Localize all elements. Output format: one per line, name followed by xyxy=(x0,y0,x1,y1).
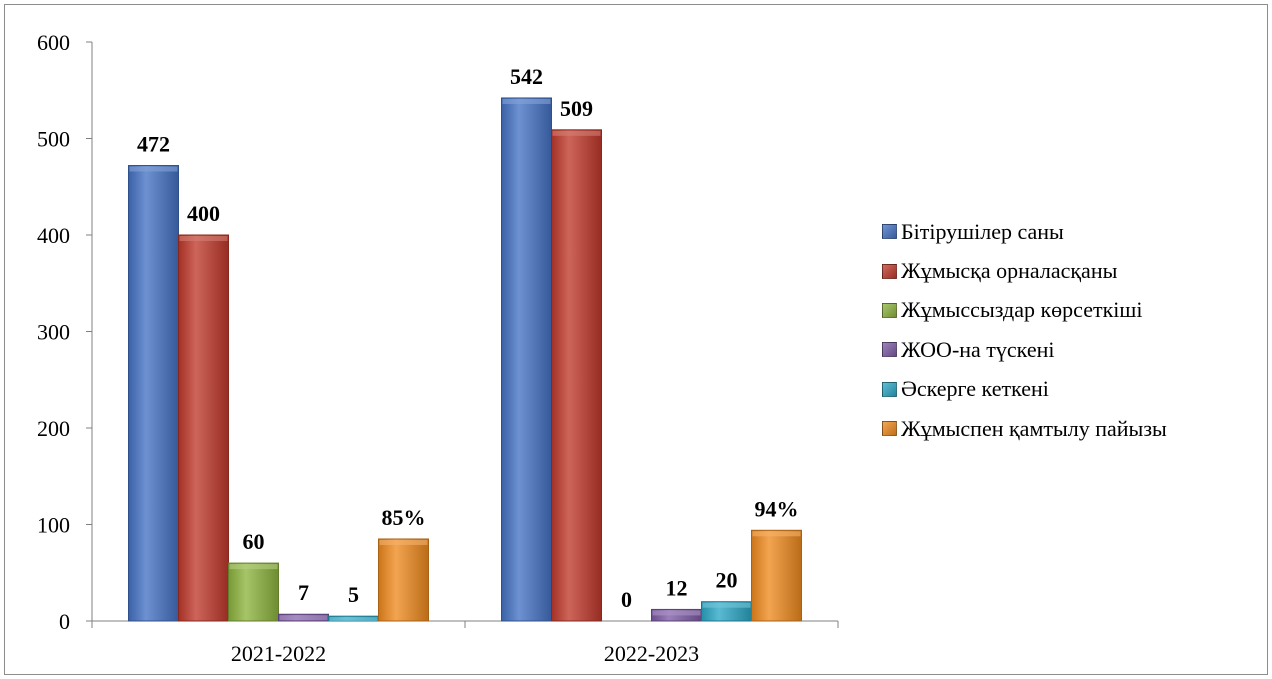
y-tick-label: 500 xyxy=(37,127,70,152)
x-tick-label: 2022-2023 xyxy=(604,641,699,666)
bar-highlight xyxy=(652,610,701,616)
y-tick-label: 0 xyxy=(59,609,70,634)
data-label: 7 xyxy=(298,580,309,605)
bar-highlight xyxy=(702,602,751,608)
y-tick-label: 400 xyxy=(37,223,70,248)
legend-label: Жұмыссыздар көрсеткіші xyxy=(901,297,1143,323)
legend-item: Әскерге кеткені xyxy=(882,370,1167,409)
data-label: 85% xyxy=(382,505,426,530)
legend-label: Жұмыспен қамтылу пайызы xyxy=(901,415,1167,441)
data-label: 94% xyxy=(755,496,799,521)
legend-item: Жұмыспен қамтылу пайызы xyxy=(882,409,1167,448)
legend-swatch xyxy=(882,302,897,318)
bar xyxy=(501,97,552,622)
legend-item: ЖОО-на түскені xyxy=(882,330,1167,369)
data-label: 509 xyxy=(560,96,593,121)
bar-highlight xyxy=(752,531,801,537)
bar xyxy=(128,165,179,622)
y-tick-label: 300 xyxy=(37,320,70,345)
bar xyxy=(751,529,802,622)
data-label: 400 xyxy=(187,201,220,226)
legend-swatch xyxy=(882,224,897,240)
legend-swatch xyxy=(882,381,897,397)
legend-label: Жұмысқа орналасқаны xyxy=(901,258,1118,284)
legend-swatch xyxy=(882,342,897,358)
x-tick-label: 2021-2022 xyxy=(231,641,326,666)
data-label: 0 xyxy=(621,587,632,612)
chart-legend: Бітірушілер саны Жұмысқа орналасқаны Жұмыс… xyxy=(882,212,1167,448)
y-tick-label: 100 xyxy=(37,513,70,538)
bar-highlight xyxy=(552,130,601,136)
bar xyxy=(378,538,429,622)
data-label: 5 xyxy=(348,582,359,607)
legend-label: Бітірушілер саны xyxy=(901,218,1064,244)
legend-item: Жұмысқа орналасқаны xyxy=(882,251,1167,290)
bar-highlight xyxy=(229,564,278,570)
data-label: 12 xyxy=(666,575,688,600)
bar-highlight xyxy=(129,166,178,172)
bar xyxy=(551,129,602,622)
legend-item: Жұмыссыздар көрсеткіші xyxy=(882,291,1167,330)
legend-swatch xyxy=(882,263,897,279)
bar xyxy=(228,562,279,622)
data-label: 60 xyxy=(243,529,265,554)
bar xyxy=(178,234,229,622)
data-label: 20 xyxy=(716,568,738,593)
bar-highlight xyxy=(329,617,378,621)
chart-data-labels: 472 400 60 7 5 85% 542 509 0 12 20 94% xyxy=(137,64,799,612)
bar-highlight xyxy=(502,98,551,104)
legend-swatch xyxy=(882,421,897,437)
legend-label: Әскерге кеткені xyxy=(901,376,1049,402)
data-label: 542 xyxy=(510,64,543,89)
chart-bars xyxy=(128,97,802,622)
chart-frame xyxy=(4,4,1268,675)
bar-highlight xyxy=(279,615,328,621)
bar-highlight xyxy=(379,539,428,545)
data-label: 472 xyxy=(137,132,170,157)
y-tick-label: 200 xyxy=(37,416,70,441)
bar-highlight xyxy=(179,236,228,241)
legend-label: ЖОО-на түскені xyxy=(901,336,1055,362)
y-tick-label: 600 xyxy=(37,30,70,55)
legend-item: Бітірушілер саны xyxy=(882,212,1167,251)
